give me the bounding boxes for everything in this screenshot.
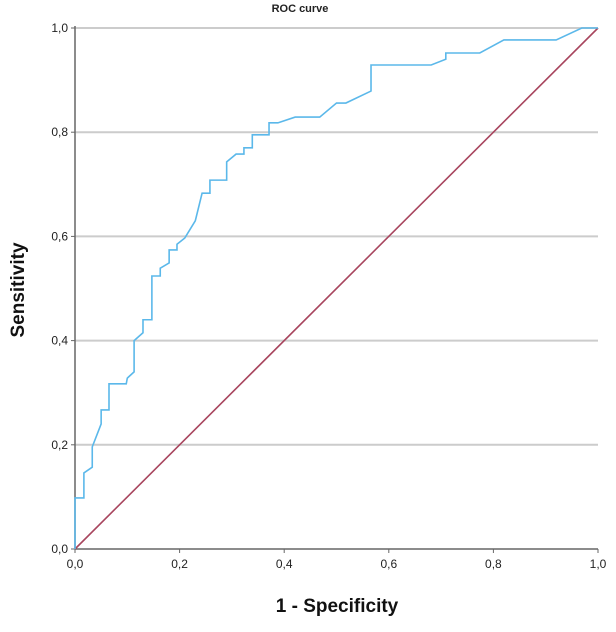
y-tick-label: 0,6 (51, 229, 68, 243)
x-tick-label: 0,8 (485, 557, 502, 571)
y-tick-label: 0,0 (51, 542, 68, 556)
x-tick-label: 0,0 (67, 557, 84, 571)
x-tick-label: 0,4 (276, 557, 293, 571)
y-axis-label: Sensitivity (8, 242, 29, 337)
y-tick-label: 1,0 (51, 21, 68, 35)
x-axis-label: 1 - Specificity (276, 596, 399, 617)
roc-curve-line (74, 27, 598, 549)
x-tick-label: 0,2 (171, 557, 188, 571)
x-tick-label: 0,6 (380, 557, 397, 571)
y-tick-label: 0,4 (51, 334, 68, 348)
chart-title: ROC curve (272, 3, 329, 15)
x-tick-label: 1,0 (590, 557, 607, 571)
y-tick-label: 0,8 (51, 125, 68, 139)
y-tick-label: 0,2 (51, 438, 68, 452)
reference-line (74, 27, 599, 550)
